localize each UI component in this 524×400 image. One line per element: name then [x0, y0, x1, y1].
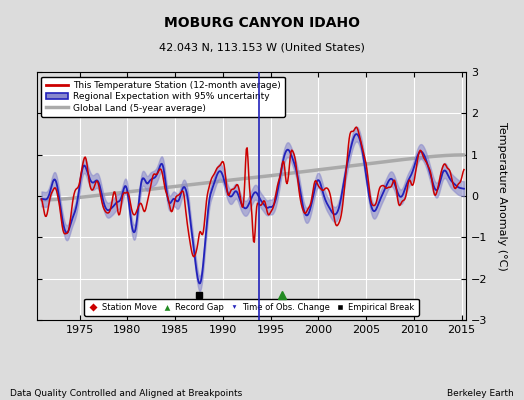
Text: MOBURG CANYON IDAHO: MOBURG CANYON IDAHO: [164, 16, 360, 30]
Text: 42.043 N, 113.153 W (United States): 42.043 N, 113.153 W (United States): [159, 42, 365, 52]
Text: Berkeley Earth: Berkeley Earth: [447, 389, 514, 398]
Legend: Station Move, Record Gap, Time of Obs. Change, Empirical Break: Station Move, Record Gap, Time of Obs. C…: [84, 298, 419, 316]
Y-axis label: Temperature Anomaly (°C): Temperature Anomaly (°C): [497, 122, 507, 270]
Text: Data Quality Controlled and Aligned at Breakpoints: Data Quality Controlled and Aligned at B…: [10, 389, 243, 398]
